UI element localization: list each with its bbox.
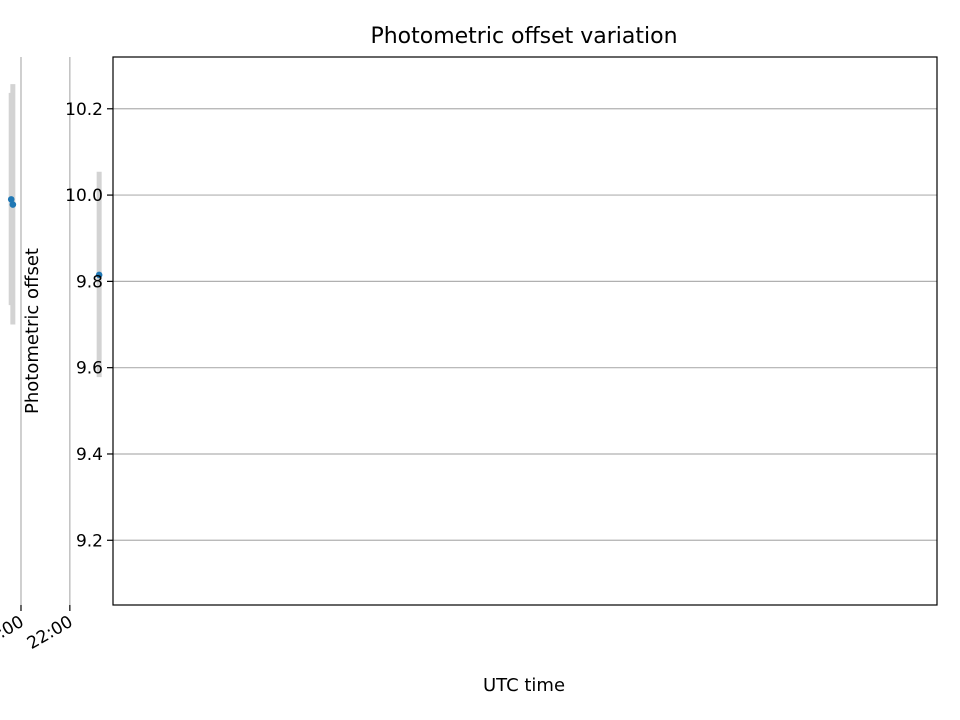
y-tick-label-2: 9.6 bbox=[76, 359, 103, 379]
data-point-1 bbox=[9, 201, 17, 208]
chart-title: Photometric offset variation bbox=[370, 24, 677, 49]
y-tick-label-5: 10.2 bbox=[65, 100, 103, 120]
y-tick-label-0: 9.2 bbox=[76, 531, 103, 551]
data-points bbox=[7, 196, 103, 279]
y-tick-label-1: 9.4 bbox=[76, 445, 103, 465]
y-axis-label: Photometric offset bbox=[22, 248, 43, 414]
plot-frame bbox=[112, 56, 938, 606]
y-tick-label-4: 10.0 bbox=[65, 186, 103, 206]
y-tick-label-3: 9.8 bbox=[76, 272, 103, 292]
data-point-0 bbox=[95, 271, 103, 279]
x-axis-label: UTC time bbox=[483, 675, 565, 696]
grid bbox=[20, 57, 937, 605]
data-point-2 bbox=[7, 196, 15, 203]
